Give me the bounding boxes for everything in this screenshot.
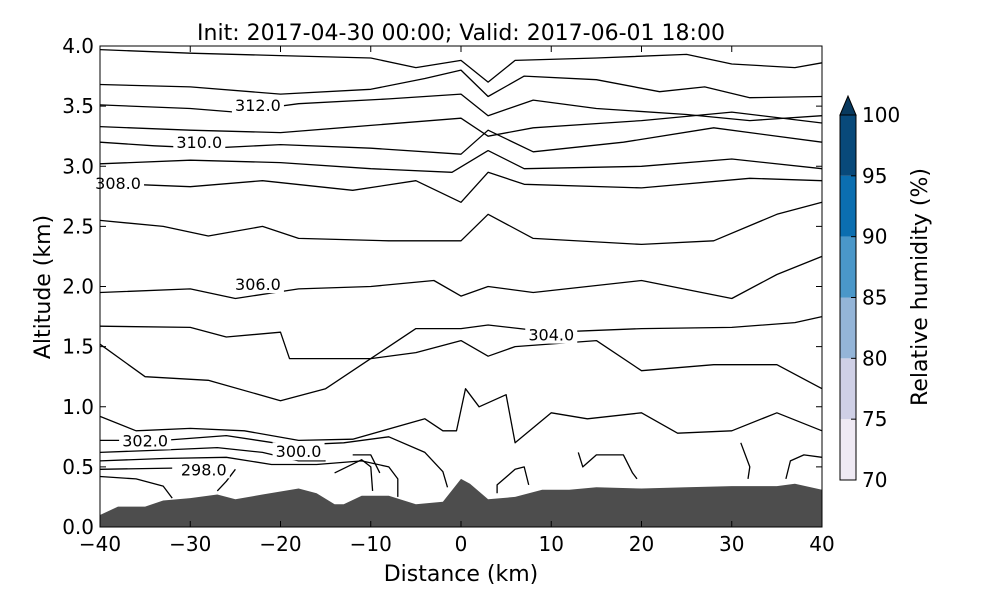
contour-line-10 — [99, 339, 823, 402]
contour-line-14 — [99, 456, 399, 497]
terrain — [100, 478, 822, 527]
contour-label-bg — [119, 431, 172, 450]
contour-label-302.0: 302.0 — [122, 431, 168, 450]
contour-line-0 — [99, 48, 823, 83]
colorbar-segment-80 — [840, 297, 856, 359]
colorbar-extend-arrow — [839, 94, 857, 116]
contour-line-21 — [785, 454, 823, 480]
contour-line-15 — [99, 467, 173, 470]
contour-label-312.0: 312.0 — [235, 96, 281, 115]
contour-line-12 — [100, 434, 449, 488]
contour-line-18 — [496, 466, 530, 494]
colorbar-label: Relative humidity (%) — [908, 168, 933, 406]
contour-line-11 — [99, 388, 823, 444]
contour-label-304.0: 304.0 — [528, 326, 574, 345]
y-tick-label: 0.5 — [62, 455, 94, 479]
contour-line-7 — [99, 201, 823, 246]
y-tick-label: 1.5 — [62, 335, 94, 359]
colorbar-segment-90 — [840, 175, 856, 237]
contour-line-2 — [99, 93, 823, 122]
colorbar-tick-label: 90 — [862, 225, 887, 249]
colorbar-segment-70 — [840, 419, 856, 480]
x-tick-label: 20 — [629, 532, 654, 556]
terrain-area — [100, 478, 822, 527]
contour-line-3 — [99, 111, 823, 137]
contour-line-22 — [216, 468, 236, 492]
x-axis: −40 −30 −20 −10 0 10 20 30 40 — [79, 46, 835, 556]
chart-title: Init: 2017-04-30 00:00; Valid: 2017-06-0… — [197, 21, 725, 46]
contour-labels: 312.0 310.0 308.0 306.0 304.0 302.0 300.0 298.0 — [92, 95, 578, 479]
contour-line-23 — [352, 454, 381, 474]
colorbar-tick-label: 85 — [862, 286, 887, 310]
colorbar-tick-label: 75 — [862, 407, 887, 431]
contour-line-1 — [99, 69, 823, 99]
contour-line-17 — [334, 459, 374, 491]
contour-line-5 — [99, 149, 823, 173]
colorbar-tick-label: 100 — [862, 103, 900, 127]
colorbar-tick-label: 80 — [862, 346, 887, 370]
y-tick-label: 1.0 — [62, 395, 94, 419]
contour-lines — [99, 48, 823, 499]
contour-label-bg — [173, 133, 226, 152]
y-tick-label: 4.0 — [62, 34, 94, 58]
contour-label-bg — [177, 460, 230, 479]
contour-line-20 — [740, 442, 751, 479]
x-tick-label: 0 — [455, 532, 468, 556]
colorbar: 70 75 80 85 90 95 100 — [839, 94, 900, 492]
y-axis-label: Altitude (km) — [31, 215, 56, 359]
colorbar-segment-95 — [840, 115, 856, 176]
contour-label-300.0: 300.0 — [276, 442, 322, 461]
y-tick-label: 0.0 — [62, 515, 94, 539]
x-tick-label: −40 — [79, 532, 121, 556]
x-tick-label: −10 — [350, 532, 392, 556]
y-axis: 0.0 0.5 1.0 1.5 2.0 2.5 3.0 3.5 4.0 — [62, 34, 822, 539]
x-tick-label: 30 — [719, 532, 744, 556]
y-tick-label: 2.0 — [62, 275, 94, 299]
colorbar-segment-75 — [840, 358, 856, 420]
contour-line-19 — [577, 452, 638, 480]
x-tick-label: −30 — [169, 532, 211, 556]
contour-label-308.0: 308.0 — [95, 174, 141, 193]
x-axis-label: Distance (km) — [384, 562, 539, 587]
contour-line-6 — [99, 171, 823, 203]
y-tick-label: 2.5 — [62, 214, 94, 238]
contour-line-16 — [99, 475, 173, 499]
contour-line-13 — [99, 446, 326, 462]
y-tick-label: 3.5 — [62, 94, 94, 118]
contour-label-bg — [92, 174, 145, 193]
x-tick-label: 10 — [539, 532, 564, 556]
colorbar-tick-label: 95 — [862, 164, 887, 188]
contour-label-298.0: 298.0 — [181, 460, 227, 479]
x-tick-label: −20 — [259, 532, 301, 556]
contour-label-bg — [272, 442, 325, 461]
contour-label-bg — [231, 275, 284, 294]
x-tick-label: 40 — [809, 532, 834, 556]
colorbar-segment-85 — [840, 236, 856, 298]
contour-line-9 — [99, 315, 823, 360]
contour-label-bg — [231, 95, 284, 114]
y-tick-label: 3.0 — [62, 154, 94, 178]
colorbar-tick-label: 70 — [862, 468, 887, 492]
contour-line-8 — [99, 255, 823, 300]
contour-label-bg — [525, 325, 578, 344]
contour-label-306.0: 306.0 — [235, 275, 281, 294]
contour-label-310.0: 310.0 — [176, 133, 222, 152]
